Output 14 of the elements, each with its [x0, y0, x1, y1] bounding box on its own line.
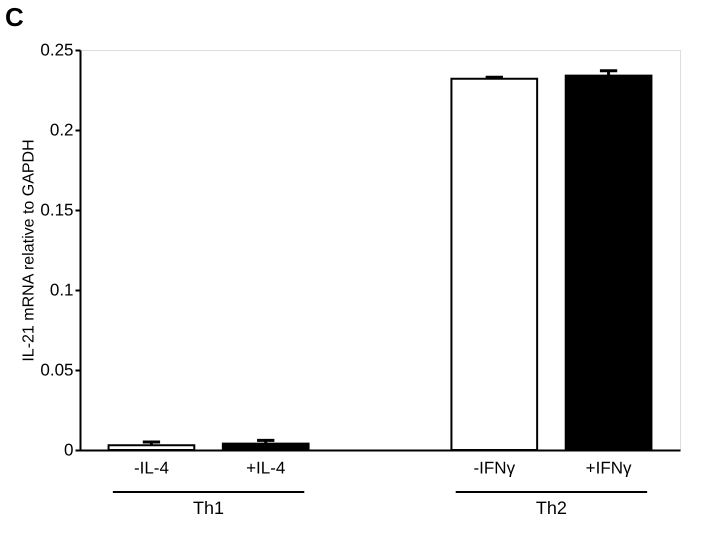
- y-axis-title: IL-21 mRNA relative to GAPDH: [20, 139, 38, 362]
- text: Th1: [193, 498, 224, 518]
- chart-title: C: [5, 2, 24, 32]
- text: Th2: [536, 498, 567, 518]
- y-tick-label: 0.15: [40, 200, 74, 220]
- x-tick-label: +IFNγ: [586, 458, 632, 478]
- y-tick-label: 0.25: [40, 40, 74, 60]
- y-tick-label: 0.05: [40, 360, 74, 380]
- y-tick-label: 0: [64, 440, 74, 460]
- x-tick-label: -IL-4: [134, 458, 169, 478]
- x-tick-label: +IL-4: [246, 458, 286, 478]
- y-tick-label: 0.2: [50, 120, 74, 140]
- x-tick-label: -IFNγ: [474, 458, 516, 478]
- y-tick-label: 0.1: [50, 280, 74, 300]
